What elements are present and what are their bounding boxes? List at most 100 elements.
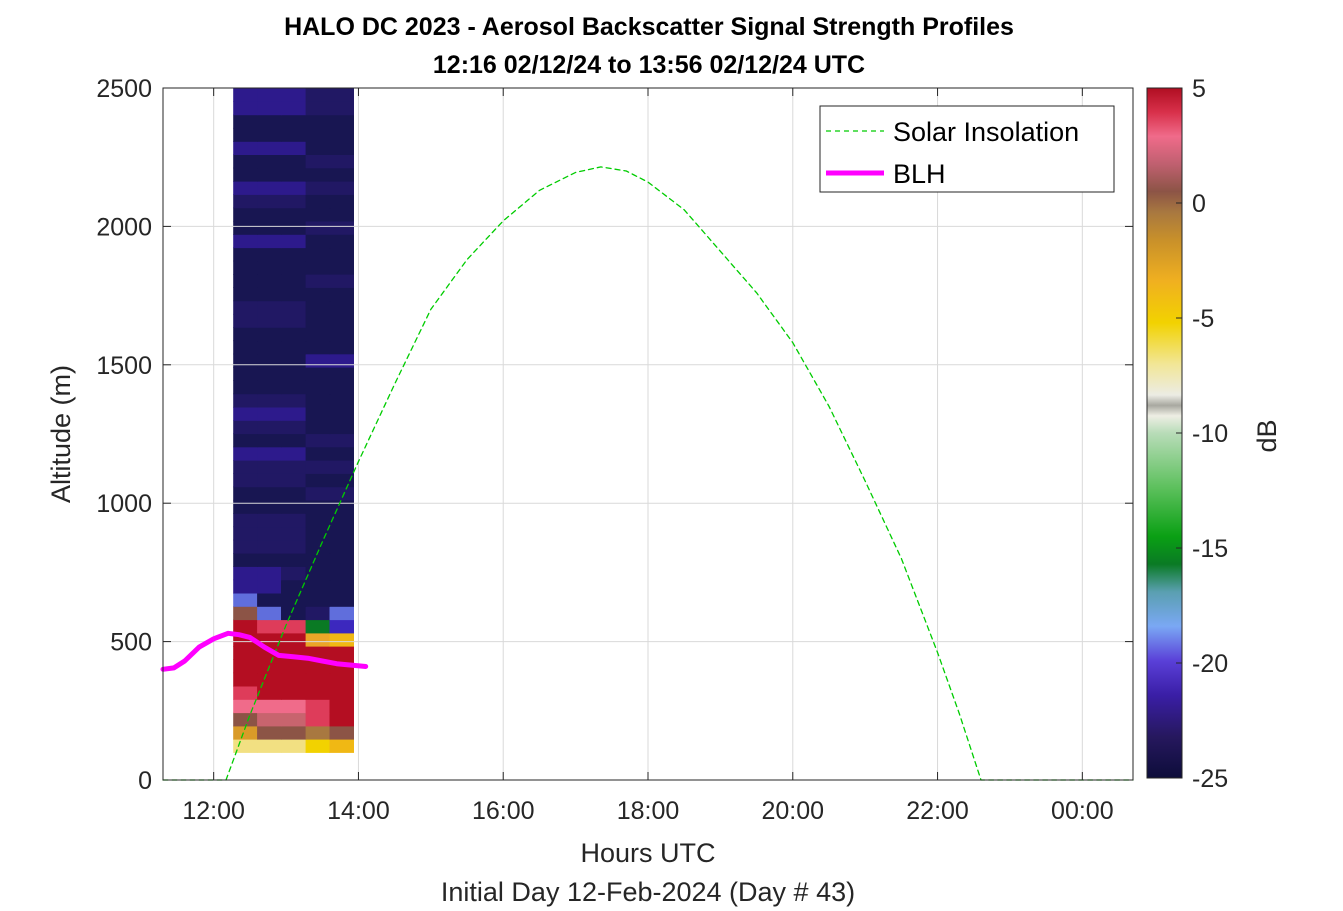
heatmap-cell [329, 194, 354, 209]
heatmap-cell [305, 167, 331, 182]
heatmap-cell [281, 606, 307, 621]
heatmap-cell [233, 672, 258, 687]
heatmap-cell [329, 101, 354, 116]
heatmap-cell [281, 247, 307, 262]
heatmap-cell [305, 672, 331, 687]
heatmap-cell [257, 606, 282, 621]
colorbar-tick-label: -25 [1192, 765, 1228, 793]
heatmap-cell [305, 274, 331, 288]
colorbar-tick-label: -5 [1192, 305, 1214, 333]
heatmap-cell [233, 260, 258, 275]
legend: Solar Insolation BLH [819, 105, 1115, 193]
heatmap-cell [281, 380, 307, 395]
heatmap-cell [329, 632, 354, 647]
heatmap-cell [305, 300, 331, 315]
grid-lines [163, 87, 1133, 781]
heatmap-cell [257, 88, 282, 102]
heatmap-cell [305, 553, 331, 567]
heatmap-cell [233, 553, 258, 567]
heatmap-cell [305, 685, 331, 700]
heatmap-cell [233, 181, 258, 195]
heatmap-cell [281, 220, 307, 235]
heatmap-cell [329, 300, 354, 315]
heatmap-cell [305, 460, 331, 474]
heatmap-cell [305, 207, 331, 222]
colorbar-ticks: 5 0 -5 -10 -15 -20 -25 [1176, 75, 1228, 793]
heatmap-cell [257, 406, 282, 421]
heatmap-cell [233, 420, 258, 435]
heatmap-cell [281, 592, 307, 607]
heatmap-cell [305, 606, 331, 621]
heatmap-cell [233, 579, 258, 594]
heatmap-cell [281, 632, 307, 647]
colorbar-tick-label: -10 [1192, 420, 1228, 448]
heatmap-cell [281, 101, 307, 116]
heatmap-cell [281, 712, 307, 727]
y-tick-label: 2500 [96, 75, 152, 103]
blh-line [160, 630, 369, 672]
heatmap-cell [257, 632, 282, 647]
heatmap-cell [329, 313, 354, 328]
heatmap-cell [257, 181, 282, 195]
heatmap-cell [233, 101, 258, 116]
heatmap-cell [329, 539, 354, 554]
heatmap-cell [329, 606, 354, 621]
heatmap-cell [257, 446, 282, 461]
heatmap-cell [257, 260, 282, 275]
y-tick-label: 1000 [96, 490, 152, 518]
heatmap-cell [281, 499, 307, 514]
heatmap-cell [233, 619, 258, 634]
x-axis-label: Hours UTC [580, 838, 715, 868]
x-tick-label: 12:00 [182, 797, 245, 825]
heatmap-cell [281, 473, 307, 488]
heatmap-cell [305, 619, 331, 634]
heatmap-cell [281, 739, 307, 753]
heatmap-cell [305, 260, 331, 275]
heatmap-cell [257, 114, 282, 129]
colorbar-tick-label: -15 [1192, 535, 1228, 563]
heatmap-cell [305, 739, 331, 753]
heatmap-cell [233, 367, 258, 381]
heatmap-cell [233, 274, 258, 288]
x-axis-ticks: 12:00 14:00 16:00 18:00 20:00 22:00 00:00 [182, 88, 1114, 825]
heatmap-cell [305, 513, 331, 528]
heatmap-cell [305, 433, 331, 448]
heatmap-cell [281, 553, 307, 567]
heatmap-cell [257, 646, 282, 660]
heatmap-cell [329, 141, 354, 155]
chart-title: HALO DC 2023 - Aerosol Backscatter Signa… [284, 13, 1014, 41]
heatmap-cell [233, 88, 258, 102]
y-axis-label: Altitude (m) [46, 365, 76, 503]
heatmap-cell [257, 167, 282, 182]
heatmap-cell [305, 181, 331, 195]
heatmap-cell [305, 114, 331, 129]
heatmap-cell [305, 473, 331, 488]
heatmap-cell [257, 579, 282, 594]
heatmap-cell [233, 247, 258, 262]
heatmap-cell [305, 313, 331, 328]
heatmap-cell [257, 592, 282, 607]
y-tick-label: 0 [138, 767, 152, 795]
heatmap-cell [233, 712, 258, 727]
heatmap-cell [281, 260, 307, 275]
heatmap-cell [281, 566, 307, 581]
heatmap-cell [257, 247, 282, 262]
heatmap-cell [257, 194, 282, 209]
heatmap-cell [257, 154, 282, 169]
heatmap-cell [233, 353, 258, 368]
heatmap-cell [281, 420, 307, 435]
heatmap-cell [257, 274, 282, 288]
heatmap-cell [305, 406, 331, 421]
heatmap-cell [281, 672, 307, 687]
heatmap-cell [281, 659, 307, 674]
heatmap-cell [281, 685, 307, 700]
heatmap-cell [233, 539, 258, 554]
heatmap-cell [233, 406, 258, 421]
heatmap-cell [233, 393, 258, 408]
heatmap-cell [257, 234, 282, 249]
heatmap-cell [305, 566, 331, 581]
heatmap-cell [233, 499, 258, 514]
heatmap-cell [233, 167, 258, 182]
heatmap-cell [281, 446, 307, 461]
heatmap-cell [329, 739, 354, 753]
